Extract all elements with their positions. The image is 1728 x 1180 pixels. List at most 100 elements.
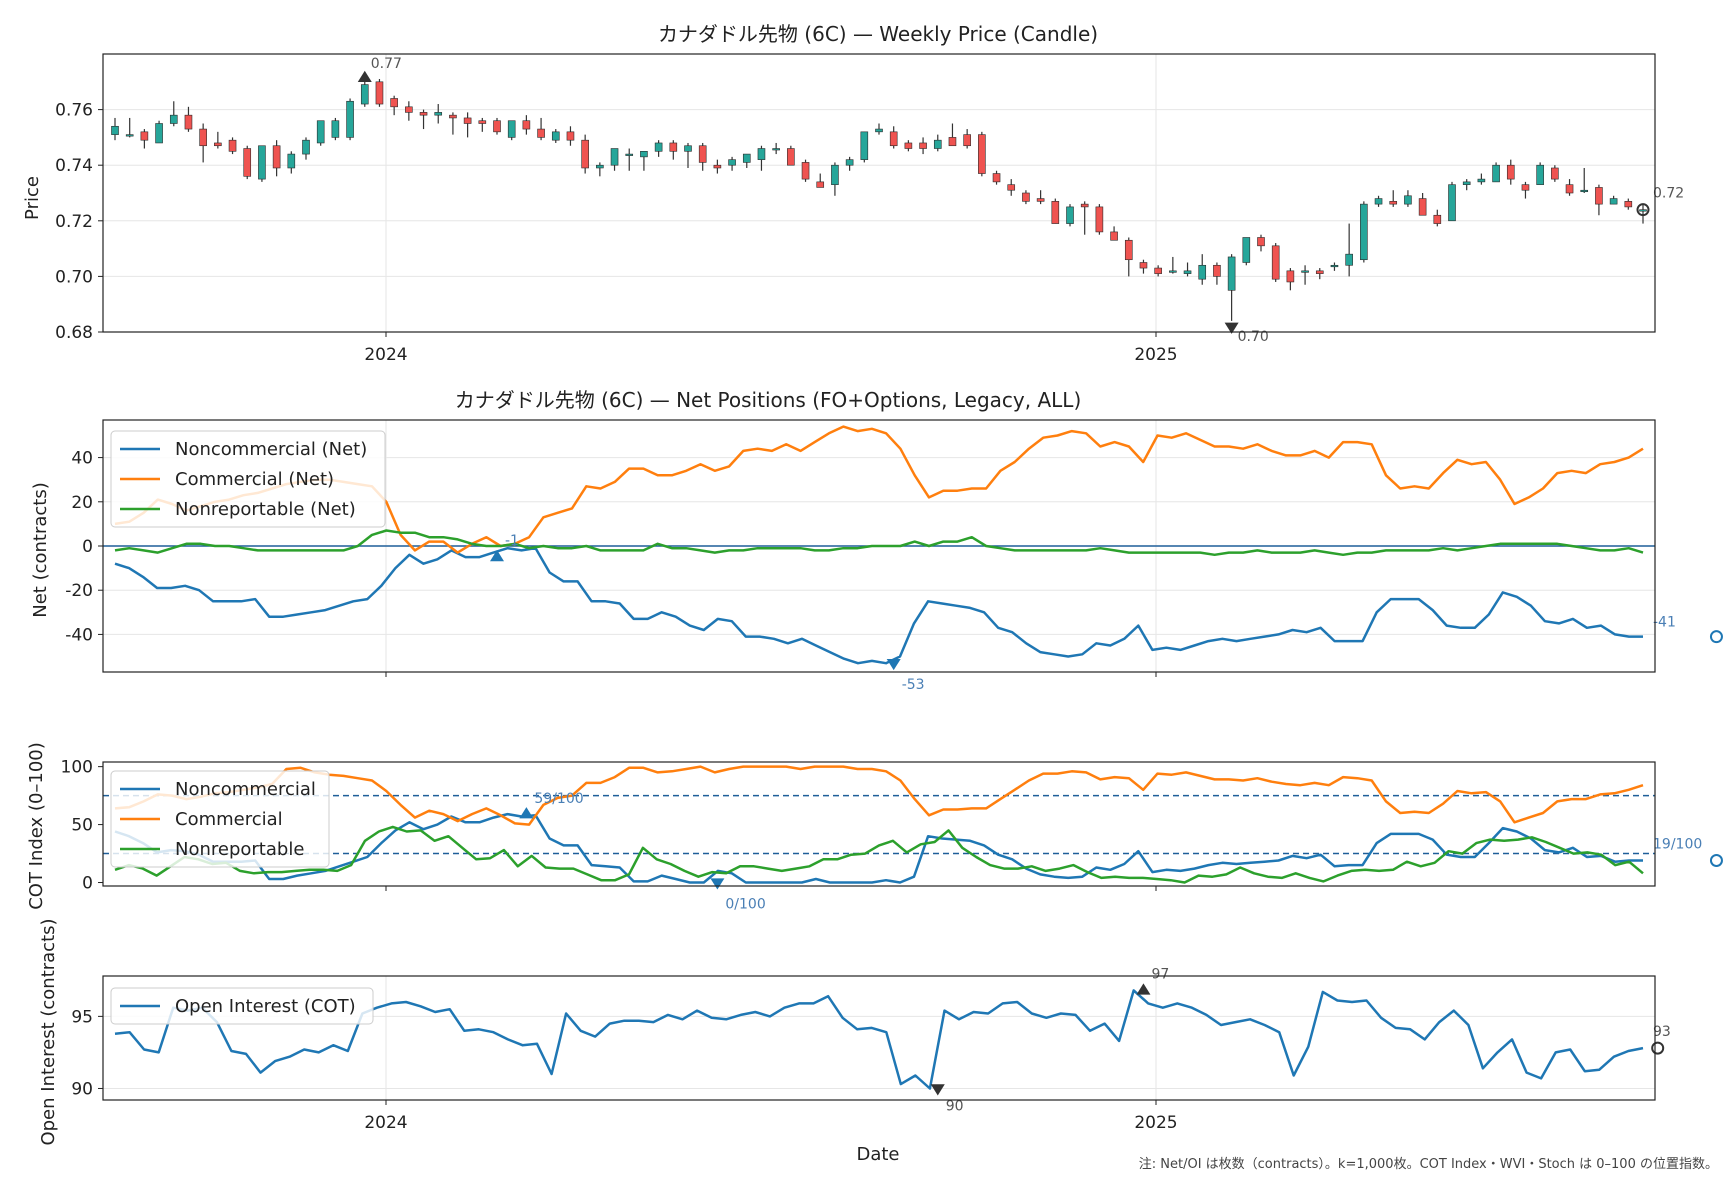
candle-body-67: [1095, 206, 1104, 233]
oi-last-marker: [1651, 1041, 1665, 1055]
candle-body-70: [1139, 262, 1148, 269]
candle-body-94: [1492, 164, 1500, 183]
candle-body-98: [1551, 167, 1559, 180]
footnote: 注: Net/OI は枚数（contracts）。k=1,000枚。COT In…: [1139, 1157, 1718, 1172]
candle-body-83: [1330, 264, 1339, 268]
candle-body-81: [1301, 270, 1309, 273]
net-chart-title: カナダドル先物 (6C) — Net Positions (FO+Options…: [455, 388, 1082, 412]
cot-lines: [114, 765, 1644, 884]
candle-body-50: [845, 159, 854, 166]
net-series-line-0: [114, 546, 1643, 665]
net-y-axis-label: Net (contracts): [30, 482, 51, 618]
price-max-label: 0.77: [371, 56, 402, 72]
cot-legend: Noncommercial Commercial Nonreportable: [110, 770, 330, 868]
cot-series-line-2: [114, 825, 1644, 884]
cot-last-label: 19/100: [1653, 837, 1702, 853]
oi-last-label: 93: [1653, 1024, 1671, 1040]
candle-body-8: [228, 139, 237, 152]
net-tick-label-y-1: -20: [65, 581, 93, 601]
net-tick-label-y-2: 0: [82, 537, 93, 557]
candle-body-42: [728, 159, 736, 166]
cot-min-label: 0/100: [725, 897, 765, 913]
price-annotations: 0.77 0.70 0.72: [357, 56, 1684, 345]
candle-body-54: [904, 142, 913, 149]
candle-body-27: [507, 120, 516, 138]
x-axis-label: Date: [856, 1144, 899, 1165]
price-tick-label-x-0: 2024: [364, 345, 407, 365]
candle-body-46: [787, 148, 795, 166]
candle-body-84: [1345, 253, 1353, 266]
candle-body-96: [1521, 184, 1530, 191]
cot-plot-frame: [102, 761, 1656, 887]
candle-body-22: [434, 112, 443, 116]
candle-body-97: [1536, 164, 1544, 185]
open-interest-panel: Open Interest (contracts) Date 90 95 2024…: [38, 918, 1671, 1165]
oi-annotations: 97 90 93: [930, 966, 1671, 1114]
cot-series-line-1: [114, 765, 1644, 826]
candle-body-12: [287, 153, 296, 169]
candle-body-43: [742, 153, 751, 163]
net-annotations: -1 -53 -41: [490, 533, 1723, 693]
price-min-marker: [1224, 322, 1239, 334]
candle-body-21: [419, 112, 428, 116]
candle-body-56: [933, 139, 942, 149]
candle-body-36: [640, 151, 648, 158]
candle-body-28: [522, 120, 531, 130]
candle-body-91: [1448, 184, 1456, 222]
net-min-label: -53: [902, 677, 925, 693]
candle-body-41: [713, 164, 722, 169]
candle-body-89: [1418, 198, 1427, 216]
oi-max-marker: [1136, 983, 1151, 995]
price-tick-label-y-0: 0.68: [55, 323, 93, 343]
net-tick-label-y-0: -40: [65, 625, 93, 645]
net-legend-box: [110, 430, 386, 528]
price-x-ticks: 2024 2025: [364, 332, 1178, 365]
legend-label-nonreportable-net: Nonreportable (Net): [175, 499, 356, 520]
candle-body-92: [1462, 181, 1471, 185]
legend-label-commercial-net: Commercial (Net): [175, 469, 334, 490]
oi-tick-label-y-1: 95: [71, 1007, 93, 1027]
candle-body-65: [1066, 206, 1074, 224]
candle-body-62: [1022, 192, 1030, 202]
candle-body-13: [302, 139, 310, 155]
candle-body-79: [1271, 245, 1280, 280]
candle-body-101: [1595, 187, 1603, 205]
candle-body-39: [684, 145, 692, 152]
oi-tick-label-y-0: 90: [71, 1079, 93, 1099]
candle-body-77: [1242, 237, 1251, 263]
candle-body-69: [1124, 239, 1133, 261]
candle-body-64: [1051, 201, 1060, 224]
candle-body-48: [816, 181, 825, 188]
candle-body-71: [1154, 267, 1162, 274]
price-min-label: 0.70: [1238, 329, 1269, 345]
candle-body-66: [1080, 203, 1089, 208]
candle-body-16: [346, 100, 354, 138]
cot-index-panel: COT Index (0–100) 0 50 100 59/100 0/100 19…: [26, 742, 1723, 913]
cot-last-marker: [1709, 854, 1723, 868]
price-y-axis-label: Price: [22, 176, 43, 220]
price-last-label: 0.72: [1653, 186, 1684, 202]
legend-label-noncommercial-net: Noncommercial (Net): [175, 439, 367, 460]
candle-body-31: [566, 131, 575, 141]
candle-body-93: [1477, 178, 1486, 183]
candle-body-26: [493, 120, 501, 133]
oi-min-marker: [930, 1084, 945, 1096]
candle-body-49: [831, 164, 839, 185]
candle-body-3: [155, 123, 163, 144]
legend-label-nonreportable: Nonreportable: [175, 839, 304, 860]
cot-legend-box: [110, 770, 330, 868]
candle-body-55: [919, 142, 927, 149]
oi-min-label: 90: [946, 1098, 964, 1114]
candle-body-14: [316, 120, 325, 144]
cot-max-label: 59/100: [534, 791, 583, 807]
oi-y-axis-label: Open Interest (contracts): [38, 918, 59, 1145]
net-last-label: -41: [1653, 615, 1676, 631]
net-positions-panel: カナダドル先物 (6C) — Net Positions (FO+Options…: [30, 388, 1723, 693]
candle-body-11: [272, 145, 281, 169]
net-legend: Noncommercial (Net) Commercial (Net) Non…: [110, 430, 386, 528]
candle-body-5: [184, 114, 193, 130]
candle-body-82: [1315, 270, 1324, 274]
candle-body-68: [1110, 231, 1118, 241]
candle-body-86: [1374, 198, 1383, 205]
cot-tick-label-y-0: 0: [82, 874, 93, 894]
